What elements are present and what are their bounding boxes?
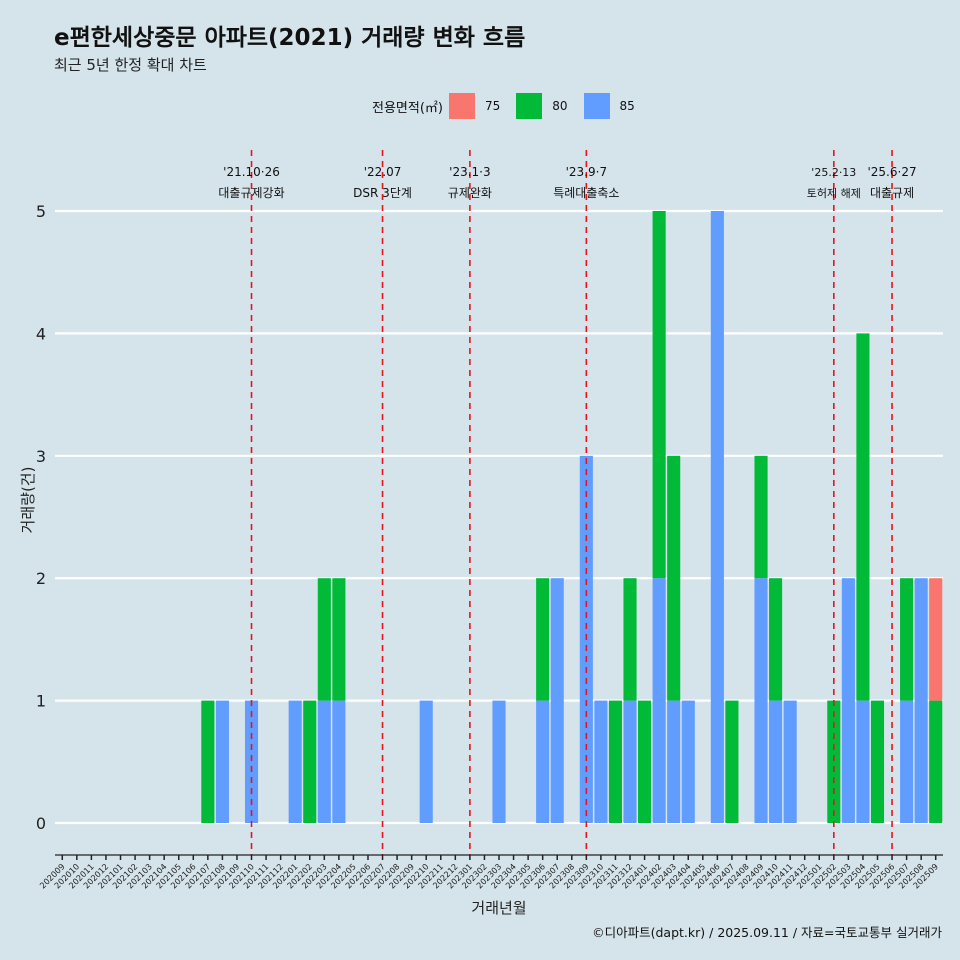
bar-202204-80 [332,578,346,701]
event-label-202309: 특례대출축소 [553,186,619,200]
bar-202312-80 [623,578,637,701]
y-tick-label: 5 [36,202,46,221]
y-tick-label: 1 [36,692,46,711]
y-axis-title: 거래량(건) [19,467,37,534]
bar-202107-80 [201,700,215,823]
event-label-202110: 대출규제강화 [218,186,284,200]
bar-202406-85 [710,211,724,823]
y-tick-label: 4 [36,324,46,343]
bar-202503-85 [841,578,855,823]
legend-label-85: 85 [619,99,635,113]
bar-202210-85 [419,700,433,823]
bar-202108-85 [215,700,229,823]
bar-202404-85 [681,700,695,823]
bar-202303-85 [492,700,506,823]
bar-202411-85 [783,700,797,823]
legend-swatch-85 [583,93,610,119]
source-caption: ©디아파트(dapt.kr) / 2025.09.11 / 자료=국토교통부 실… [592,925,942,940]
bar-202204-85 [332,700,346,823]
bar-202402-85 [652,578,666,823]
bar-202306-80 [536,578,550,701]
event-date-202502: '25.2·13 [811,166,856,179]
bar-202509-80 [929,700,943,823]
legend-label-80: 80 [552,99,568,113]
legend-title: 전용면적(㎡) [372,100,443,116]
bar-202203-85 [317,700,331,823]
bar-202311-80 [608,700,623,823]
bar-202507-85 [900,700,914,823]
event-date-202506: '25.6·27 [867,165,916,179]
event-date-202110: '21.10·26 [223,165,280,179]
bar-202504-80 [856,333,870,701]
bar-202403-80 [667,455,681,701]
bar-202407-80 [725,700,739,823]
y-tick-label: 2 [36,569,46,588]
bar-202307-85 [550,578,564,823]
legend-swatch-75 [448,93,475,119]
event-date-202207: '22.07 [364,165,402,179]
bar-202110-85 [244,700,259,823]
event-date-202309: '23.9·7 [566,165,607,179]
x-axis-title: 거래년월 [471,899,526,917]
event-label-202506: 대출규제 [870,186,914,200]
bar-202312-85 [623,700,637,823]
bar-202508-85 [914,578,928,823]
bar-202509-75 [929,578,943,701]
event-label-202502: 토허제 해제 [807,186,861,200]
legend: 전용면적(㎡) 75 80 85 [372,92,651,120]
y-tick-label: 3 [36,447,46,466]
bar-202507-80 [900,578,914,701]
bar-202203-80 [317,578,331,701]
bar-202410-80 [769,578,783,701]
bar-202202-80 [303,700,317,823]
bar-202410-85 [769,700,783,823]
bar-202201-85 [288,700,302,823]
chart-title: e편한세상중문 아파트(2021) 거래량 변화 흐름 [54,25,526,51]
legend-label-75: 75 [484,99,501,113]
bar-202306-85 [536,700,550,823]
bar-202401-80 [638,700,652,823]
y-tick-label: 0 [36,814,46,833]
bar-202402-80 [652,211,666,579]
bar-202409-80 [754,455,768,579]
bar-202403-85 [667,700,681,823]
bar-202409-85 [754,578,768,823]
event-date-202301: '23.1·3 [449,165,490,179]
chart-subtitle: 최근 5년 한정 확대 차트 [54,56,207,74]
bar-202310-85 [594,700,608,823]
bar-202502-80 [827,700,841,823]
event-label-202207: DSR 3단계 [353,186,412,200]
legend-swatch-80 [516,93,543,119]
bar-202505-80 [870,700,885,823]
event-label-202301: 규제완화 [448,186,492,200]
bar-202504-85 [856,700,870,823]
